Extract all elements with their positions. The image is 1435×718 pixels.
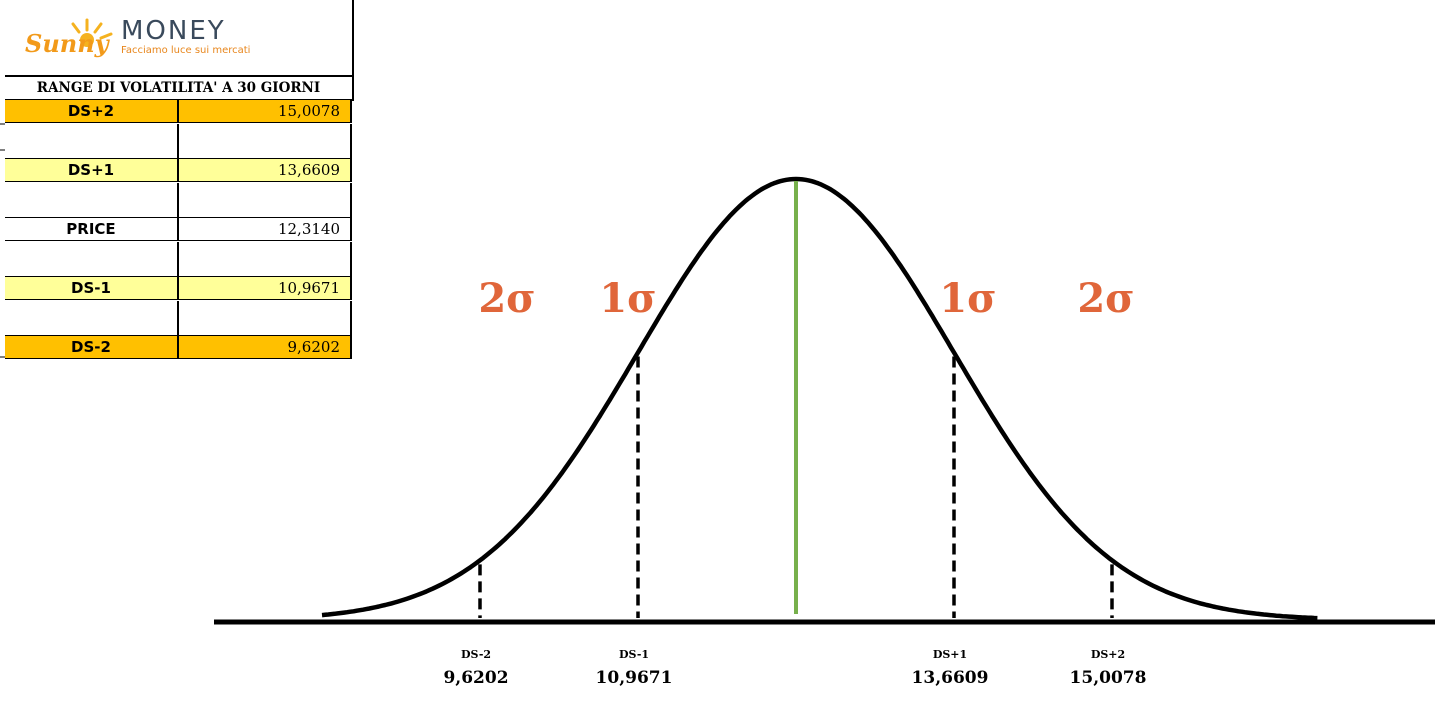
axis-value-dsminus1: 10,9671 [596, 668, 673, 688]
row-label [5, 301, 179, 335]
axis-value-dsminus2: 9,6202 [443, 668, 508, 688]
row-label [5, 242, 179, 276]
row-label: PRICE [5, 218, 179, 240]
row-value [179, 124, 352, 158]
axis-label-dsplus1: DS+1 [933, 648, 967, 661]
axis-label-dsminus2: DS-2 [461, 648, 491, 661]
volatility-range-table: Sunny MONEY Facciamo luce sui mercati RA… [0, 0, 354, 359]
brand-logo: Sunny MONEY Facciamo luce sui mercati [5, 0, 354, 77]
sun-logo-icon: Sunny [25, 18, 113, 58]
axis-value-dsplus2: 15,0078 [1070, 668, 1147, 688]
table-row-spacer [5, 183, 352, 218]
row-value [179, 301, 352, 335]
table-row-spacer [5, 124, 352, 159]
table-row-spacer [5, 301, 352, 336]
bell-curve-line [321, 176, 1318, 621]
table-row-spacer [5, 242, 352, 277]
row-label [5, 124, 179, 158]
table-row-ds-1: DS+1 13,6609 [5, 159, 352, 182]
row-label: DS+2 [5, 100, 179, 122]
row-label: DS-2 [5, 336, 179, 358]
row-value: 12,3140 [179, 218, 352, 240]
sigma-label-right-1: 1σ [939, 275, 996, 322]
row-value: 10,9671 [179, 277, 352, 299]
sigma-label-left-1: 1σ [599, 275, 656, 322]
row-value: 13,6609 [179, 159, 352, 181]
row-label [5, 183, 179, 217]
table-row-price: PRICE 12,3140 [5, 218, 352, 241]
table-row-ds-2: DS-2 9,6202 [5, 336, 352, 359]
logo-script-text: Sunny [25, 29, 111, 58]
sigma-label-right-2: 2σ [1077, 275, 1134, 322]
row-label: DS-1 [5, 277, 179, 299]
axis-label-dsplus2: DS+2 [1091, 648, 1125, 661]
table-row-ds-2: DS+2 15,0078 [5, 100, 352, 123]
axis-value-dsplus1: 13,6609 [912, 668, 989, 688]
row-tick-marks [0, 123, 5, 358]
row-value: 9,6202 [179, 336, 352, 358]
row-value [179, 242, 352, 276]
logo-tagline: Facciamo luce sui mercati [121, 45, 251, 56]
axis-label-dsminus1: DS-1 [619, 648, 649, 661]
row-value [179, 183, 352, 217]
sigma-label-left-2: 2σ [478, 275, 535, 322]
row-label: DS+1 [5, 159, 179, 181]
table-row-ds-1: DS-1 10,9671 [5, 277, 352, 300]
table-header: RANGE DI VOLATILITA' A 30 GIORNI [5, 77, 354, 101]
row-value: 15,0078 [179, 100, 352, 122]
logo-main-text: MONEY [121, 16, 226, 46]
